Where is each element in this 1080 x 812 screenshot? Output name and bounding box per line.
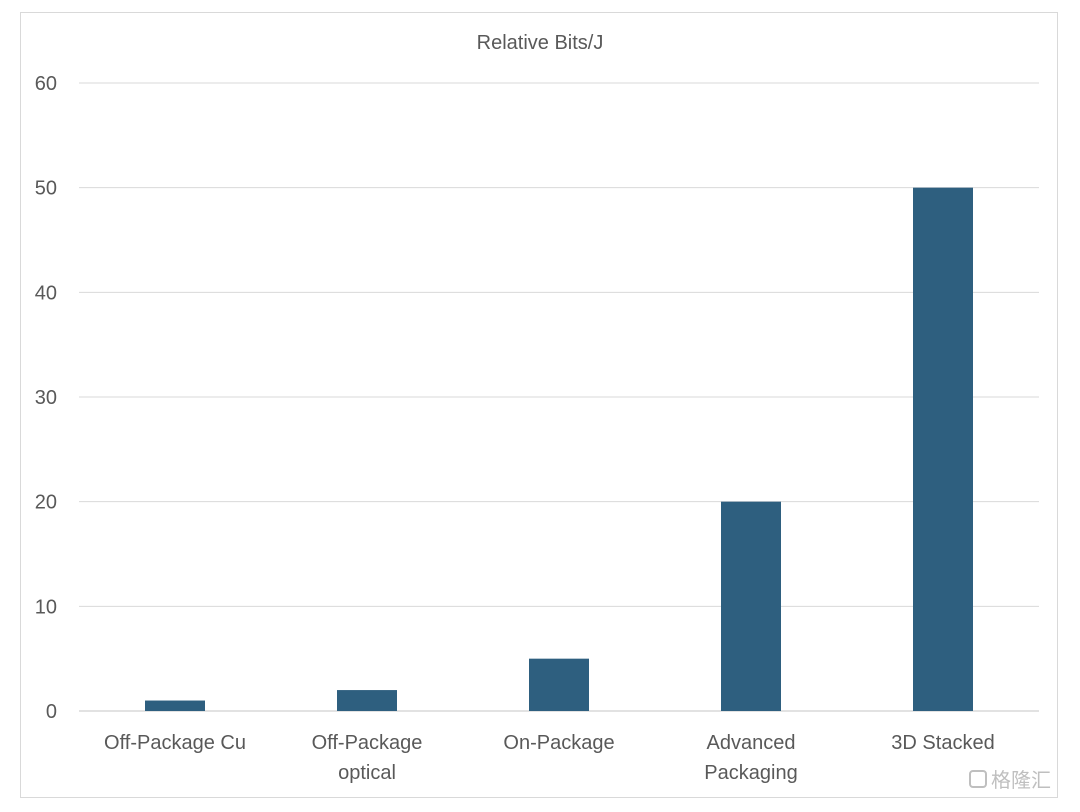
y-tick-label: 0 [46, 701, 57, 723]
brand-logo-icon [969, 769, 987, 788]
gridlines [79, 82, 1039, 712]
bar [529, 658, 589, 711]
x-tick-label: Advanced Packaging [704, 732, 797, 784]
chart-container: Relative Bits/J 0 10 20 30 40 50 60 Off-Packag… [20, 12, 1058, 798]
watermark-text: 格隆汇 [991, 768, 1051, 792]
bar [145, 700, 205, 711]
x-axis-tick-labels: Off-Package Cu Off-Package optical On-Packa… [104, 732, 995, 784]
y-tick-label: 20 [35, 492, 57, 514]
bar [721, 501, 781, 711]
x-tick-label: Off-Package optical [312, 732, 423, 784]
x-tick-label: On-Package [503, 732, 614, 754]
bars [145, 187, 973, 711]
bar-chart: Relative Bits/J 0 10 20 30 40 50 60 Off-Packag… [35, 32, 1039, 784]
y-tick-label: 40 [35, 282, 57, 304]
bar [337, 690, 397, 711]
y-tick-label: 50 [35, 178, 57, 200]
chart-title: Relative Bits/J [477, 32, 604, 54]
y-axis-tick-labels: 0 10 20 30 40 50 60 [35, 73, 57, 723]
x-tick-label: Off-Package Cu [104, 732, 246, 754]
watermark: 格隆汇 [969, 764, 1051, 793]
x-tick-label: 3D Stacked [891, 732, 994, 754]
bar [913, 187, 973, 711]
y-tick-label: 10 [35, 596, 57, 618]
y-tick-label: 30 [35, 387, 57, 409]
y-tick-label: 60 [35, 73, 57, 95]
